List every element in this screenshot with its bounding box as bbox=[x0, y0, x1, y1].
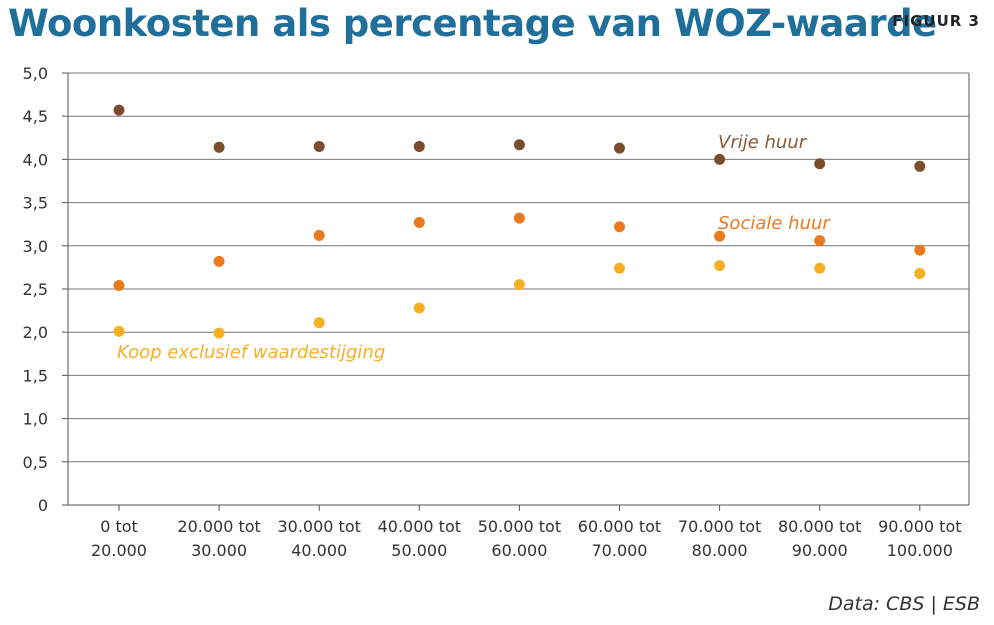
y-tick-label: 5,0 bbox=[23, 64, 48, 83]
x-tick-label: 70.000 tot 80.000 bbox=[678, 517, 761, 560]
figure-label: FIGUUR 3 bbox=[892, 12, 980, 30]
y-tick-label: 4,0 bbox=[23, 150, 48, 169]
x-tick-label: 20.000 tot 30.000 bbox=[177, 517, 260, 560]
data-point bbox=[213, 255, 225, 267]
y-tick-label: 0,5 bbox=[23, 453, 48, 472]
series-labels: Vrije huur Sociale huur Koop exclusief waa… bbox=[117, 132, 831, 363]
x-tick-label: 60.000 tot 70.000 bbox=[578, 517, 661, 560]
x-tick-label: 50.000 tot 60.000 bbox=[478, 517, 561, 560]
data-point bbox=[513, 279, 525, 291]
data-point bbox=[113, 104, 125, 116]
data-points bbox=[113, 104, 926, 339]
y-tick-label: 2,0 bbox=[23, 323, 48, 342]
data-point bbox=[714, 153, 726, 165]
x-tick-label: 0 tot 20.000 bbox=[91, 517, 147, 560]
y-tick-label: 4,5 bbox=[23, 107, 48, 126]
x-tick-label: 30.000 tot 40.000 bbox=[277, 517, 360, 560]
x-axis-ticks: 0 tot 20.000 20.000 tot 30.000 30.000 tot 40.… bbox=[91, 517, 961, 560]
data-point bbox=[614, 142, 625, 154]
y-tick-label: 2,5 bbox=[23, 280, 48, 299]
series-label: Sociale huur bbox=[718, 213, 831, 234]
data-point bbox=[614, 262, 625, 274]
data-point bbox=[614, 221, 625, 233]
data-point bbox=[513, 212, 525, 224]
data-point bbox=[413, 216, 425, 228]
y-axis-ticks: 0 0,5 1,0 1,5 2,0 2,5 3,0 3,5 4,0 4,5 5,0 bbox=[23, 64, 48, 515]
series-label: Koop exclusief waardestijging bbox=[117, 342, 385, 363]
x-tick-label: 40.000 tot 50.000 bbox=[378, 517, 461, 560]
y-tick-label: 0 bbox=[38, 496, 48, 515]
data-point bbox=[113, 325, 125, 337]
grid-lines bbox=[62, 72, 970, 511]
data-point bbox=[814, 262, 826, 274]
data-point bbox=[313, 140, 325, 152]
data-point bbox=[513, 139, 525, 151]
data-point bbox=[413, 140, 425, 152]
data-point bbox=[814, 158, 826, 170]
y-tick-label: 3,5 bbox=[23, 194, 48, 213]
data-point bbox=[914, 244, 926, 256]
y-tick-label: 1,5 bbox=[23, 366, 48, 385]
data-point bbox=[413, 302, 425, 314]
data-point bbox=[814, 235, 826, 247]
data-point bbox=[714, 260, 726, 272]
data-point bbox=[714, 230, 726, 242]
x-tick-label: 80.000 tot 90.000 bbox=[778, 517, 861, 560]
x-tick-label: 90.000 tot 100.000 bbox=[878, 517, 961, 560]
data-point bbox=[313, 229, 325, 241]
y-tick-label: 3,0 bbox=[23, 237, 48, 256]
series-label: Vrije huur bbox=[718, 132, 808, 153]
data-point bbox=[313, 317, 325, 329]
chart-title: Woonkosten als percentage van WOZ-waarde bbox=[8, 2, 937, 45]
y-tick-label: 1,0 bbox=[23, 410, 48, 429]
source-note: Data: CBS | ESB bbox=[828, 593, 980, 615]
data-point bbox=[213, 327, 225, 339]
data-point bbox=[113, 280, 125, 292]
data-point bbox=[213, 141, 225, 153]
data-point bbox=[914, 160, 926, 172]
data-point bbox=[914, 267, 926, 279]
